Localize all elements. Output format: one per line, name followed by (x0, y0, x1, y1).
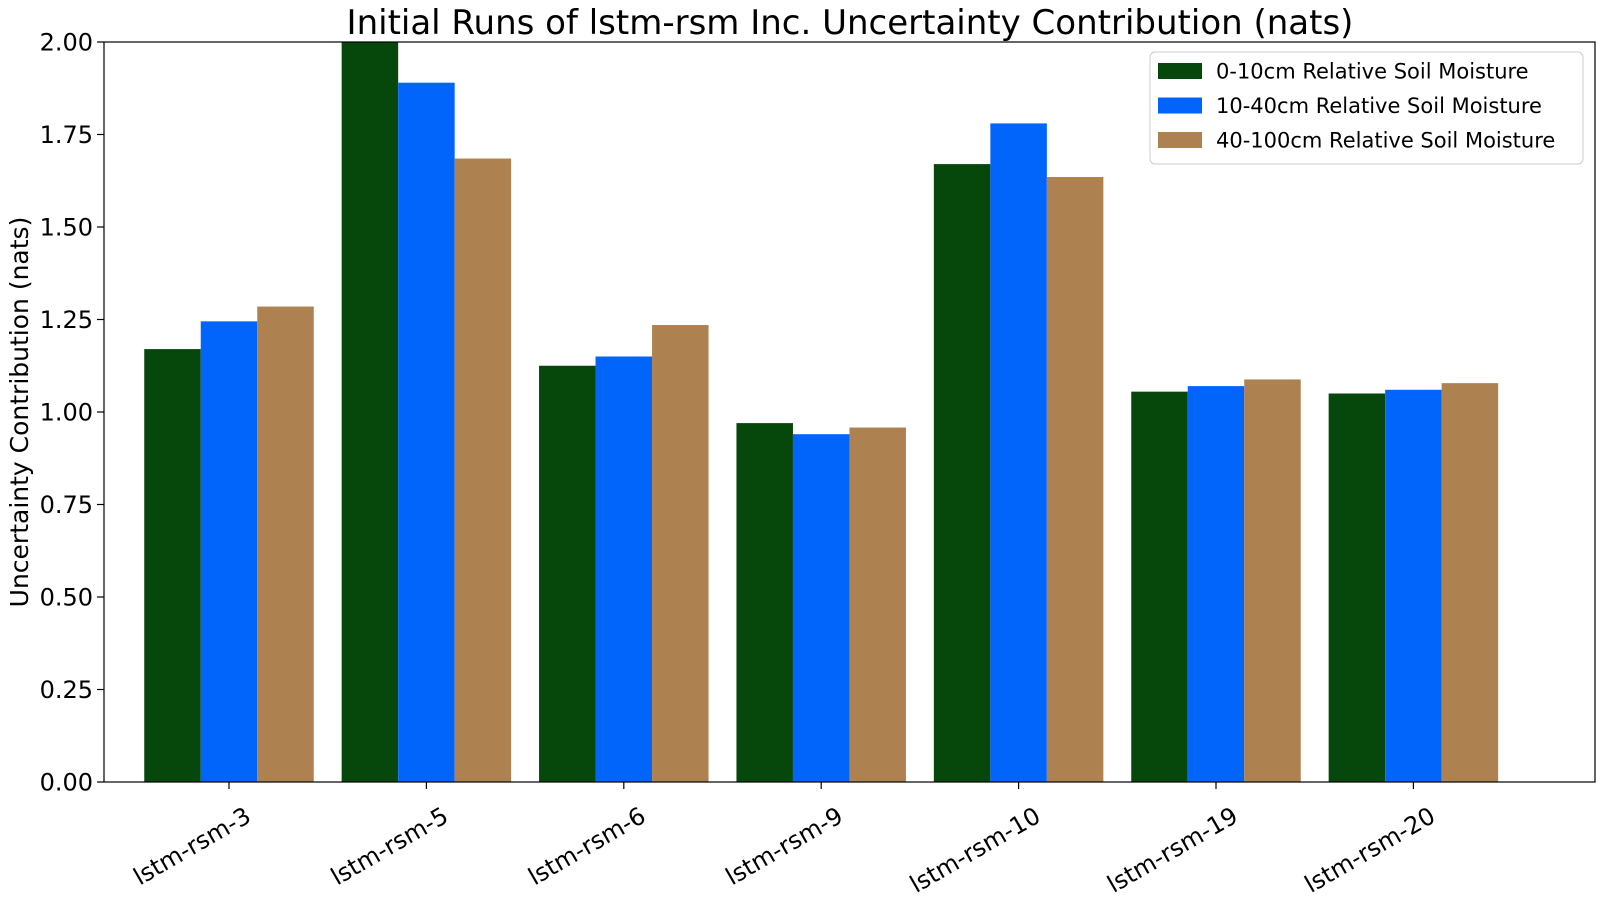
bar-lstm-rsm-20-series-1 (1328, 393, 1386, 782)
bar-lstm-rsm-3-series-3 (257, 306, 314, 782)
bar-lstm-rsm-5-series-3 (454, 158, 512, 783)
legend-swatch (1158, 132, 1202, 148)
legend: 0-10cm Relative Soil Moisture 10-40cm Rel… (1149, 51, 1584, 165)
chart-title: Initial Runs of lstm-rsm Inc. Uncertaint… (347, 3, 1354, 43)
legend-label: 40-100cm Relative Soil Moisture (1216, 129, 1555, 153)
x-tick-label: lstm-rsm-5 (326, 802, 453, 891)
bar-lstm-rsm-20-series-3 (1441, 383, 1499, 782)
bar-lstm-rsm-5-series-1 (341, 42, 399, 782)
x-tick-label: lstm-rsm-3 (129, 802, 256, 891)
bar-lstm-rsm-10-series-3 (1046, 177, 1104, 783)
y-tick-label: 1.75 (40, 121, 93, 149)
bar-lstm-rsm-9-series-1 (736, 423, 793, 782)
y-tick-label: 0.50 (40, 584, 93, 612)
bar-lstm-rsm-19-series-3 (1244, 379, 1301, 782)
bar-lstm-rsm-6-series-3 (652, 325, 709, 782)
bar-lstm-rsm-6-series-2 (595, 356, 653, 782)
x-tick-label: lstm-rsm-19 (1103, 802, 1243, 899)
bar-lstm-rsm-9-series-3 (849, 427, 906, 782)
bar-lstm-rsm-20-series-2 (1385, 389, 1442, 782)
legend-swatch (1158, 63, 1202, 79)
bars-group (144, 42, 1499, 783)
bar-lstm-rsm-19-series-2 (1187, 386, 1245, 782)
y-tick-label: 2.00 (40, 29, 93, 57)
bar-lstm-rsm-6-series-1 (539, 365, 596, 782)
x-tick-label: lstm-rsm-10 (905, 802, 1045, 899)
y-tick-label: 1.25 (40, 306, 93, 334)
legend-swatch (1158, 97, 1202, 114)
legend-label: 10-40cm Relative Soil Moisture (1216, 94, 1542, 118)
y-axis: 0.00 0.25 0.50 0.75 1.00 1.25 1.50 1.75 2.00 (40, 29, 104, 797)
x-axis: lstm-rsm-3 lstm-rsm-5 lstm-rsm-6 lstm-rsm-9… (129, 782, 1440, 899)
legend-frame (1149, 51, 1584, 165)
bar-lstm-rsm-9-series-2 (792, 434, 850, 782)
bar-lstm-rsm-10-series-2 (990, 123, 1047, 782)
x-tick-label: lstm-rsm-6 (524, 802, 651, 891)
bar-lstm-rsm-10-series-1 (933, 164, 991, 783)
plot-frame (103, 41, 1596, 783)
x-tick-label: lstm-rsm-9 (721, 802, 848, 891)
bar-lstm-rsm-19-series-1 (1131, 391, 1188, 782)
y-tick-label: 0.00 (40, 769, 93, 797)
y-tick-label: 0.25 (40, 676, 93, 704)
bar-lstm-rsm-3-series-1 (144, 349, 201, 782)
legend-label: 0-10cm Relative Soil Moisture (1216, 60, 1529, 84)
x-tick-label: lstm-rsm-20 (1300, 802, 1440, 899)
bar-lstm-rsm-5-series-2 (398, 82, 455, 782)
y-axis-label: Uncertainty Contribution (nats) (5, 217, 34, 608)
y-tick-label: 0.75 (40, 491, 93, 519)
bar-lstm-rsm-3-series-2 (200, 321, 258, 782)
y-tick-label: 1.00 (40, 399, 93, 427)
y-tick-label: 1.50 (40, 214, 93, 242)
